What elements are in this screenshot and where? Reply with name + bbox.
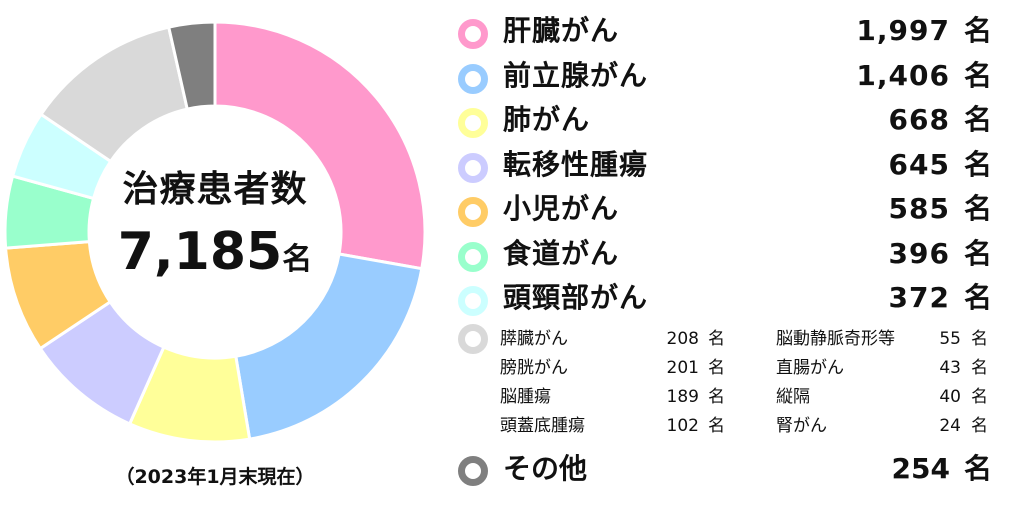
legend-ring-icon: [458, 286, 488, 316]
breakdown-unit: 名: [971, 416, 988, 436]
legend-row: 前立腺がん 1,406 名: [455, 57, 1000, 102]
breakdown-value: 43: [939, 358, 961, 378]
legend-ring-icon: [458, 19, 488, 49]
center-total: 7,185名: [85, 222, 345, 282]
breakdown-unit: 名: [708, 387, 725, 407]
legend-row: 肺がん 668 名: [455, 101, 1000, 146]
total-number: 7,185: [117, 222, 283, 282]
breakdown-value: 40: [939, 387, 961, 407]
legend-unit: 名: [963, 192, 992, 225]
legend-label: 肝臓がん: [503, 14, 620, 47]
breakdown-label: 頭蓋底腫瘍: [500, 416, 585, 436]
breakdown-unit: 名: [708, 329, 725, 349]
legend: 肝臓がん 1,997 名前立腺がん 1,406 名肺がん 668 名転移性腫瘍 645 名小児が…: [455, 12, 1000, 324]
legend-value: 1,997: [856, 14, 950, 47]
legend-value: 645: [888, 147, 950, 181]
breakdown-value: 208: [666, 329, 699, 349]
legend-ring-icon: [458, 197, 488, 227]
breakdown-label: 脳腫瘍: [500, 387, 551, 407]
legend-value: 1,406: [856, 58, 950, 92]
breakdown-value: 201: [666, 358, 699, 378]
breakdown-unit: 名: [971, 358, 988, 378]
legend-value: 668: [888, 103, 950, 136]
breakdown-unit: 名: [708, 416, 725, 436]
legend-row: 肝臓がん 1,997 名: [455, 12, 1000, 57]
legend-unit: 名: [963, 281, 992, 314]
center-title: 治療患者数: [122, 169, 308, 210]
breakdown-value: 102: [666, 416, 699, 436]
as-of-date: （2023年1月末現在）: [115, 466, 315, 488]
breakdown-label: 直腸がん: [776, 358, 844, 378]
legend-value-sonota: 254: [891, 452, 950, 485]
legend-unit: 名: [963, 14, 992, 47]
legend-label: 頭頸部がん: [503, 281, 649, 314]
breakdown-value: 189: [666, 387, 699, 407]
breakdown-label: 膀胱がん: [500, 358, 568, 378]
legend-label: 食道がん: [503, 236, 620, 270]
breakdown-value: 55: [939, 329, 961, 349]
legend-ring-icon: [458, 152, 488, 183]
breakdown-label: 脳動静脈奇形等: [776, 329, 895, 349]
legend-value: 372: [888, 281, 950, 314]
breakdown-unit: 名: [971, 387, 988, 407]
donut-slice-1: [234, 252, 424, 441]
legend-ring-sonota-icon: [458, 456, 488, 486]
breakdown-value: 24: [939, 416, 961, 436]
total-unit: 名: [282, 242, 313, 277]
donut-slice-8: [166, 20, 217, 111]
legend-ring-other-subtotal-icon: [458, 324, 488, 354]
legend-value: 396: [888, 236, 950, 270]
breakdown-unit: 名: [708, 358, 725, 378]
legend-label: 前立腺がん: [503, 58, 649, 92]
legend-label-sonota: その他: [503, 452, 588, 485]
legend-row: 転移性腫瘍 645 名: [455, 146, 1000, 191]
legend-unit: 名: [963, 103, 992, 136]
legend-unit: 名: [963, 58, 992, 92]
legend-unit: 名: [963, 147, 992, 181]
legend-label: 肺がん: [503, 103, 591, 136]
legend-ring-icon: [458, 108, 488, 138]
legend-unit-sonota: 名: [963, 452, 992, 485]
legend-ring-icon: [458, 241, 488, 272]
breakdown-unit: 名: [971, 329, 988, 349]
breakdown-label: 縦隔: [776, 387, 810, 407]
breakdown-label: 膵臓がん: [500, 329, 568, 349]
legend-value: 585: [888, 192, 950, 225]
legend-row: 頭頸部がん 372 名: [455, 279, 1000, 324]
legend-label: 転移性腫瘍: [503, 147, 649, 181]
legend-row: 食道がん 396 名: [455, 235, 1000, 280]
legend-row: 小児がん 585 名: [455, 190, 1000, 235]
legend-unit: 名: [963, 236, 992, 270]
donut-slice-0: [213, 20, 427, 271]
legend-label: 小児がん: [503, 192, 620, 225]
legend-ring-icon: [458, 63, 488, 94]
donut-chart: [3, 20, 427, 444]
breakdown-label: 腎がん: [776, 416, 827, 436]
